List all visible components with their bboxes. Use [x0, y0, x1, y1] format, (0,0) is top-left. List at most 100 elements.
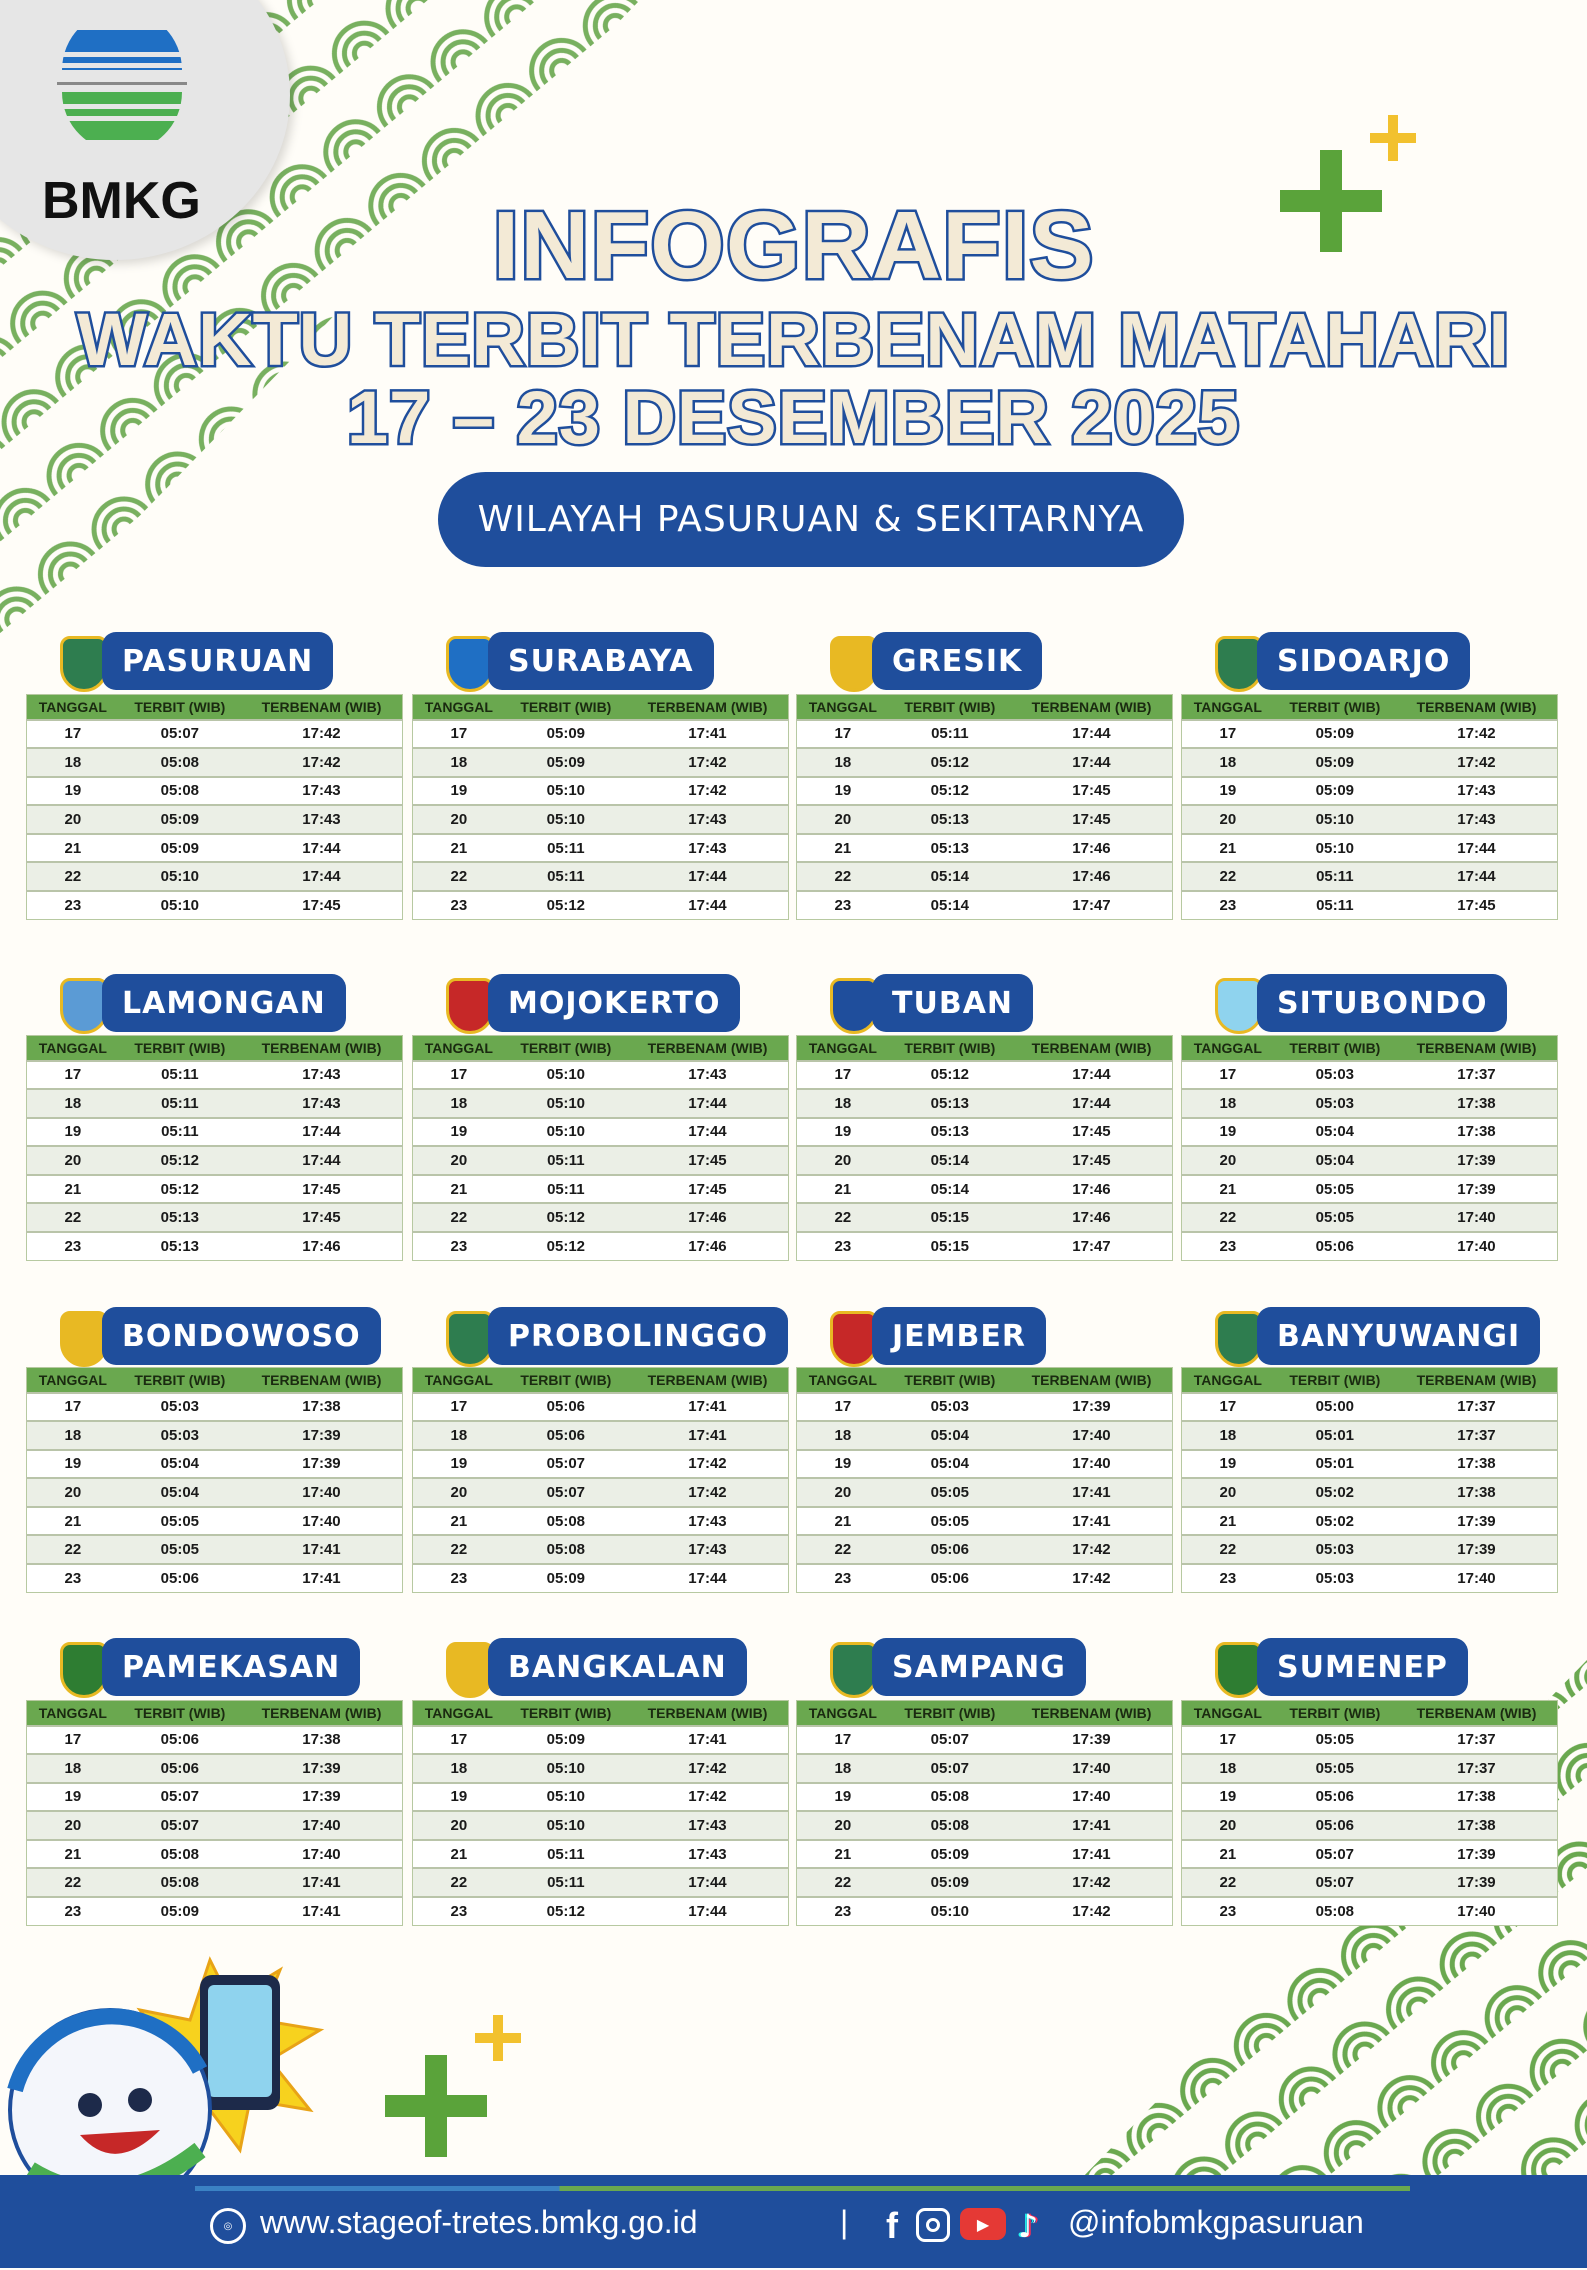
- date-cell: 22: [412, 1867, 505, 1898]
- sunrise-cell: 05:13: [888, 804, 1011, 834]
- sunrise-cell: 05:14: [888, 861, 1011, 892]
- table-row: 18 05:10 17:42: [412, 1753, 789, 1783]
- date-cell: 21: [796, 1505, 889, 1536]
- date-cell: 19: [26, 1448, 119, 1479]
- sunset-cell: 17:44: [626, 1088, 789, 1118]
- sunset-cell: 17:37: [1395, 1391, 1558, 1422]
- table-row: 18 05:09 17:42: [412, 747, 789, 777]
- date-cell: 17: [412, 1059, 505, 1090]
- sunrise-cell: 05:08: [118, 1838, 241, 1869]
- sunrise-cell: 05:15: [888, 1231, 1011, 1261]
- region-title: BANYUWANGI: [1257, 1307, 1541, 1365]
- date-cell: 17: [1181, 1724, 1274, 1755]
- date-cell: 20: [26, 804, 119, 834]
- sunset-cell: 17:46: [1010, 861, 1173, 892]
- table-row: 21 05:05 17:41: [796, 1505, 1173, 1536]
- region-title: PROBOLINGGO: [488, 1307, 789, 1365]
- sunset-cell: 17:46: [1010, 1173, 1173, 1204]
- sunset-cell: 17:44: [626, 890, 789, 920]
- sunrise-cell: 05:00: [1273, 1391, 1396, 1422]
- sunset-cell: 17:43: [626, 1059, 789, 1090]
- date-cell: 17: [796, 1391, 889, 1422]
- date-cell: 17: [26, 718, 119, 749]
- date-cell: 17: [26, 1059, 119, 1090]
- sunrise-cell: 05:09: [888, 1867, 1011, 1898]
- sunrise-cell: 05:12: [888, 747, 1011, 777]
- sunrise-cell: 05:14: [888, 890, 1011, 920]
- facebook-icon[interactable]: f: [886, 2205, 898, 2246]
- table-row: 17 05:03 17:38: [26, 1391, 403, 1422]
- table-row: 18 05:06 17:41: [412, 1420, 789, 1450]
- website-link[interactable]: www.stageof-tretes.bmkg.go.id: [260, 2204, 698, 2240]
- table-header-row: TANGGAL TERBIT (WIB) TERBENAM (WIB): [1181, 1367, 1558, 1393]
- column-header: TERBIT (WIB): [118, 1367, 241, 1393]
- sunrise-cell: 05:04: [888, 1420, 1011, 1450]
- date-cell: 20: [796, 1810, 889, 1840]
- date-cell: 23: [1181, 1231, 1274, 1261]
- sun-table-pasuruan: TANGGAL TERBIT (WIB) TERBENAM (WIB) 17 05:07…: [26, 694, 403, 921]
- tiktok-icon[interactable]: ♪: [1017, 2207, 1039, 2245]
- date-cell: 19: [796, 775, 889, 806]
- sun-table-sidoarjo: TANGGAL TERBIT (WIB) TERBENAM (WIB) 17 05:09…: [1181, 694, 1558, 921]
- sunrise-cell: 05:13: [888, 832, 1011, 863]
- sunset-cell: 17:42: [240, 718, 403, 749]
- sunrise-cell: 05:06: [1273, 1810, 1396, 1840]
- sunrise-cell: 05:06: [118, 1753, 241, 1783]
- date-cell: 19: [26, 775, 119, 806]
- date-cell: 22: [796, 1867, 889, 1898]
- column-header: TERBENAM (WIB): [1395, 1700, 1558, 1726]
- youtube-icon[interactable]: ▶: [960, 2208, 1006, 2240]
- instagram-icon[interactable]: [916, 2208, 950, 2242]
- table-row: 23 05:11 17:45: [1181, 890, 1558, 920]
- table-row: 19 05:07 17:39: [26, 1781, 403, 1812]
- column-header: TERBIT (WIB): [504, 694, 627, 720]
- date-cell: 17: [1181, 718, 1274, 749]
- sunset-cell: 17:42: [626, 1448, 789, 1479]
- table-row: 19 05:04 17:39: [26, 1448, 403, 1479]
- table-row: 19 05:10 17:42: [412, 1781, 789, 1812]
- column-header: TERBIT (WIB): [118, 1700, 241, 1726]
- table-row: 17 05:06 17:41: [412, 1391, 789, 1422]
- table-row: 23 05:06 17:40: [1181, 1231, 1558, 1261]
- sunrise-cell: 05:05: [1273, 1202, 1396, 1233]
- sunset-cell: 17:47: [1010, 890, 1173, 920]
- column-header: TERBIT (WIB): [118, 694, 241, 720]
- sunrise-cell: 05:12: [118, 1145, 241, 1175]
- table-row: 20 05:04 17:39: [1181, 1145, 1558, 1175]
- sunrise-cell: 05:08: [118, 1867, 241, 1898]
- date-cell: 20: [1181, 804, 1274, 834]
- date-cell: 22: [26, 861, 119, 892]
- table-row: 20 05:07 17:42: [412, 1477, 789, 1507]
- table-header-row: TANGGAL TERBIT (WIB) TERBENAM (WIB): [26, 694, 403, 720]
- sunset-cell: 17:39: [240, 1448, 403, 1479]
- column-header: TERBENAM (WIB): [240, 1035, 403, 1061]
- sunrise-cell: 05:05: [888, 1477, 1011, 1507]
- sunset-cell: 17:38: [1395, 1810, 1558, 1840]
- column-header: TANGGAL: [26, 1367, 119, 1393]
- table-row: 19 05:04 17:40: [796, 1448, 1173, 1479]
- table-row: 22 05:08 17:41: [26, 1867, 403, 1898]
- region-title: GRESIK: [872, 632, 1043, 690]
- sunset-cell: 17:40: [240, 1477, 403, 1507]
- sunrise-cell: 05:07: [1273, 1838, 1396, 1869]
- date-cell: 19: [412, 1781, 505, 1812]
- table-row: 17 05:10 17:43: [412, 1059, 789, 1090]
- region-title: SIDOARJO: [1257, 632, 1471, 690]
- sunrise-cell: 05:09: [1273, 747, 1396, 777]
- sunrise-cell: 05:10: [1273, 804, 1396, 834]
- sunrise-cell: 05:06: [504, 1391, 627, 1422]
- date-cell: 22: [1181, 1202, 1274, 1233]
- table-row: 19 05:13 17:45: [796, 1116, 1173, 1147]
- sunset-cell: 17:44: [626, 1867, 789, 1898]
- date-cell: 17: [796, 1724, 889, 1755]
- sunrise-cell: 05:13: [118, 1231, 241, 1261]
- table-row: 19 05:10 17:44: [412, 1116, 789, 1147]
- date-cell: 23: [26, 1896, 119, 1926]
- column-header: TANGGAL: [796, 1367, 889, 1393]
- region-emblem-icon: [830, 1311, 878, 1367]
- date-cell: 18: [26, 1088, 119, 1118]
- social-handle[interactable]: @infobmkgpasuruan: [1068, 2204, 1364, 2240]
- date-cell: 21: [1181, 1838, 1274, 1869]
- sunset-cell: 17:44: [1395, 861, 1558, 892]
- table-row: 18 05:03 17:38: [1181, 1088, 1558, 1118]
